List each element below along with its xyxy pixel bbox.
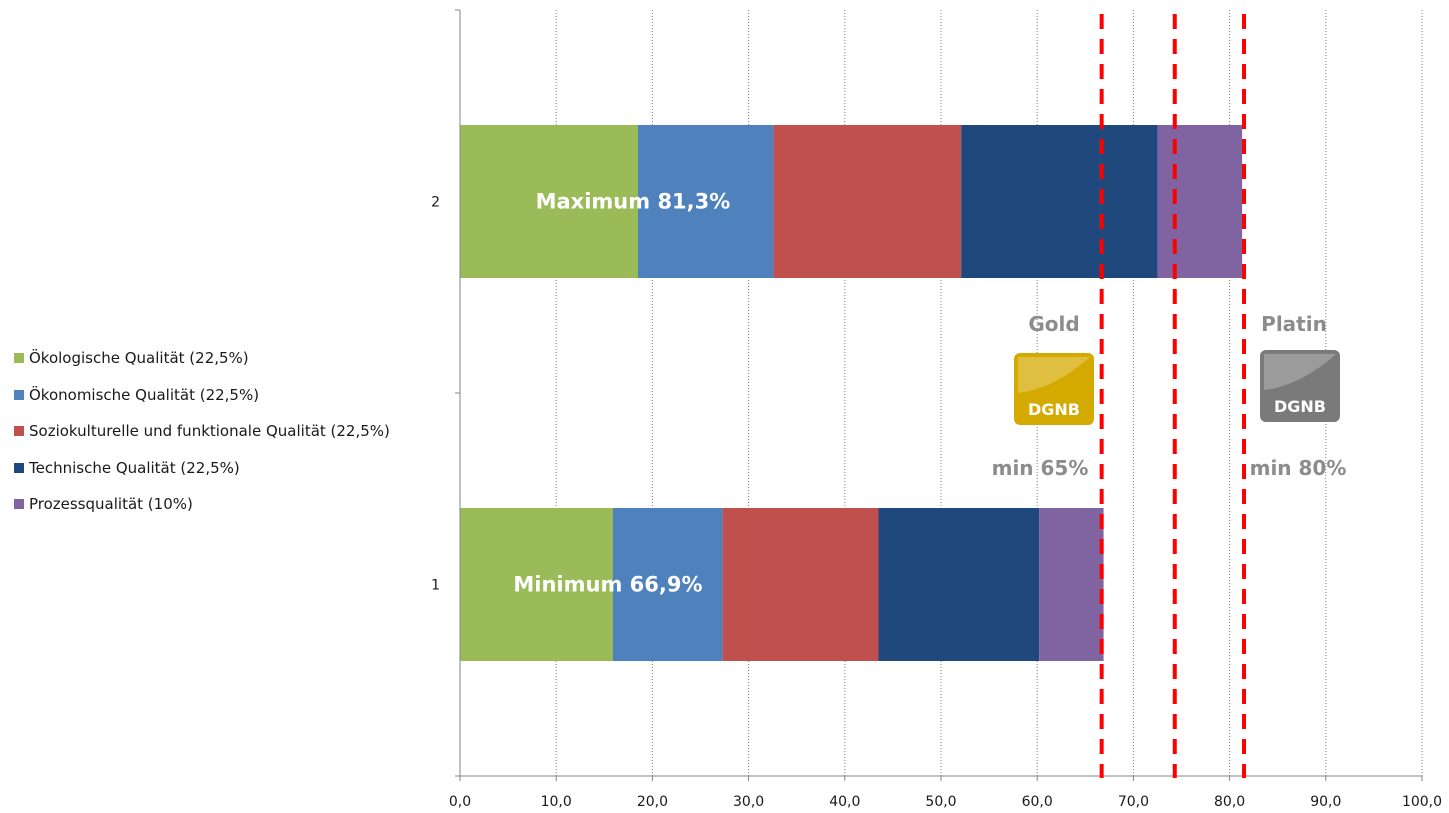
bar-segment — [961, 125, 1158, 278]
dgnb-logo: DGNB — [1014, 353, 1094, 425]
category-label: 1 — [431, 578, 440, 594]
bar-segment — [637, 125, 774, 278]
bar-segment — [612, 508, 723, 661]
logo-background — [1260, 350, 1340, 422]
logo-background — [1014, 353, 1094, 425]
bar-segment — [773, 125, 962, 278]
legend-label: Technische Qualität (22,5%) — [29, 458, 240, 477]
legend-label: Soziokulturelle und funktionale Qualität… — [29, 422, 390, 441]
x-tick-label: 20,0 — [637, 794, 668, 810]
badge-min-label: min 80% — [1250, 456, 1347, 480]
legend-item: Soziokulturelle und funktionale Qualität… — [14, 413, 390, 450]
reference-lines — [1099, 14, 1247, 778]
legend-swatch — [14, 499, 24, 510]
bar-segment — [722, 508, 879, 661]
legend-item: Prozessqualität (10%) — [14, 486, 390, 523]
bars: Minimum 66,9% Maximum 81,3% — [460, 125, 1243, 661]
x-tick-label: 60,0 — [1022, 794, 1053, 810]
certification-badge: Gold DGNB min 65% — [992, 312, 1094, 480]
legend-label: Ökologische Qualität (22,5%) — [29, 349, 249, 368]
x-tick-label: 50,0 — [925, 794, 956, 810]
x-tick-label: 90,0 — [1310, 794, 1341, 810]
bar-segment — [1039, 508, 1104, 661]
badge-name: Platin — [1261, 312, 1327, 336]
bar-segment — [878, 508, 1040, 661]
legend-label: Prozessqualität (10%) — [29, 495, 193, 514]
legend-swatch — [14, 353, 24, 364]
x-tick-label: 80,0 — [1214, 794, 1245, 810]
bar-segment — [460, 508, 613, 661]
legend-item: Ökonomische Qualität (22,5%) — [14, 377, 390, 414]
bar-segment — [1157, 125, 1243, 278]
x-tick-label: 10,0 — [541, 794, 572, 810]
legend-swatch — [14, 462, 24, 473]
legend: Ökologische Qualität (22,5%) Ökonomische … — [14, 340, 390, 523]
legend-item: Ökologische Qualität (22,5%) — [14, 340, 390, 377]
badges: Gold DGNB min 65% Platin DGNB min 80% — [992, 312, 1347, 480]
bar-label: Minimum 66,9% — [513, 573, 702, 597]
logo-swoosh — [1264, 354, 1336, 390]
x-tick-label: 100,0 — [1402, 794, 1442, 810]
legend-label: Ökonomische Qualität (22,5%) — [29, 385, 260, 404]
legend-swatch — [14, 389, 24, 400]
bar-segment — [460, 125, 638, 278]
logo-text: DGNB — [1274, 397, 1326, 416]
badge-name: Gold — [1028, 312, 1079, 336]
axes: 120,0 10,0 20,0 30,0 40,0 50,0 60,0 70,0 80,0 90,… — [431, 9, 1442, 810]
legend-swatch — [14, 426, 24, 437]
badge-min-label: min 65% — [992, 456, 1089, 480]
logo-swoosh — [1018, 357, 1090, 393]
category-label: 2 — [431, 195, 440, 211]
x-tick-label: 40,0 — [829, 794, 860, 810]
legend-item: Technische Qualität (22,5%) — [14, 450, 390, 487]
certification-badge: Platin DGNB min 80% — [1250, 312, 1347, 480]
x-tick-label: 30,0 — [733, 794, 764, 810]
x-tick-label: 0,0 — [449, 794, 471, 810]
x-tick-label: 70,0 — [1118, 794, 1149, 810]
logo-text: DGNB — [1028, 400, 1080, 419]
dgnb-logo: DGNB — [1260, 350, 1340, 422]
bar-label: Maximum 81,3% — [536, 190, 731, 214]
